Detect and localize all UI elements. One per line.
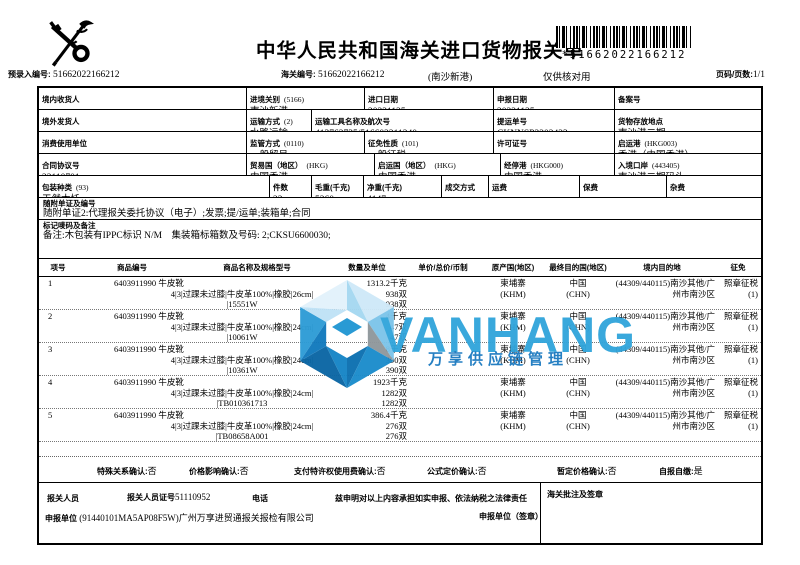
field-entry-customs: 进境关别 (5166)南沙新港 — [247, 88, 365, 109]
col-domestic-dest: 境内目的地 — [643, 263, 681, 272]
port-note: (南沙新港) — [428, 73, 473, 83]
goods-table: 项号 商品编号 商品名称及规格型号 数量及单位 单价/总价/币制 原产国(地区)… — [39, 259, 761, 457]
field-departure-country: 启运国（地区） (HKG)中国香港 — [375, 154, 501, 175]
formula-pricing-confirm: 公式定价确认:否 — [427, 466, 487, 476]
attached-documents: 随附单证及编号 随附单证2:代理报关委托协议（电子）;发票;提/运单;装箱单;合… — [39, 198, 761, 220]
field-trade-country: 贸易国（地区） (HKG)中国香港 — [247, 154, 375, 175]
price-influence-confirm: 价格影响确认:否 — [189, 466, 249, 476]
field-consignee: 境内收货人 — [39, 88, 247, 109]
info-row-d: 合同协议号22110701 贸易国（地区） (HKG)中国香港 启运国（地区） … — [39, 154, 761, 176]
col-origin-country: 原产国(地区) — [491, 263, 535, 272]
field-license-number: 许可证号 — [494, 132, 615, 153]
col-name-spec: 商品名称及规格型号 — [223, 263, 291, 272]
provisional-price-confirm: 暂定价格确认:否 — [557, 466, 617, 476]
header-meta-row: 预录入编号: 51662022166212 海关编号: 516620221662… — [0, 69, 800, 83]
field-overseas-shipper: 境外发货人 — [39, 110, 247, 131]
field-supervision-mode: 监管方式 (0110)一般贸易 — [247, 132, 365, 153]
self-declare-pay: 自报自缴:是 — [659, 466, 703, 476]
customs-notes-area: 海关批注及签章 — [540, 483, 761, 543]
barcode-number: *51662022166212 — [561, 49, 687, 61]
check-note: 仅供核对用 — [543, 73, 591, 83]
declarant-id: 报关人员证号51110952 — [127, 492, 211, 502]
customs-notes-label: 海关批注及签章 — [547, 490, 603, 499]
declarant-area: 报关人员 报关人员证号51110952 电话 兹申明对以上内容承担如实申报、依法… — [39, 483, 543, 543]
field-bl-number: 提运单号CKNNSP2202423 — [494, 110, 615, 131]
customs-number: 海关编号: 51662022166212 — [281, 70, 385, 80]
goods-row-4: 4 6403911990 牛皮靴 4|3|过踝未过膝|牛皮革100%|橡胶|24c… — [39, 376, 761, 409]
signature-section: 报关人员 报关人员证号51110952 电话 兹申明对以上内容承担如实申报、依法… — [39, 483, 761, 543]
col-item-no: 项号 — [50, 263, 66, 272]
legal-statement: 兹申明对以上内容承担如实申报、依法纳税之法律责任 — [335, 494, 527, 503]
field-levy-nature: 征免性质 (101)一般征税 — [365, 132, 494, 153]
declarant-label: 报关人员 — [47, 494, 79, 503]
col-price-currency: 单价/总价/币制 — [418, 263, 468, 272]
phone-label: 电话 — [252, 494, 268, 503]
field-packaging-type: 包装种类 (93)天然木托 — [39, 176, 270, 197]
field-freight: 运费 — [489, 176, 580, 197]
field-stopover-port: 经停港 (HKG000)中国香港 — [501, 154, 615, 175]
goods-header-row: 项号 商品编号 商品名称及规格型号 数量及单位 单价/总价/币制 原产国(地区)… — [39, 259, 761, 277]
field-net-weight: 净重(千克)4147 — [364, 176, 442, 197]
field-pieces: 件数22 — [270, 176, 312, 197]
confirmations-row: 特殊关系确认:否 价格影响确认:否 支付特许权使用费确认:否 公式定价确认:否 … — [39, 457, 761, 483]
special-relation-confirm: 特殊关系确认:否 — [97, 466, 157, 476]
goods-row-1: 1 6403911990 牛皮靴 4|3|过踝未过膝|牛皮革100%|橡胶|26c… — [39, 277, 761, 310]
customs-emblem-icon — [42, 18, 95, 73]
field-record-number: 备案号 — [618, 95, 641, 104]
agency-seal-label: 申报单位（签章） — [479, 512, 543, 521]
info-row-a: 境内收货人 进境关别 (5166)南沙新港 进口日期20221125 申报日期2… — [39, 88, 761, 110]
field-import-date: 进口日期20221125 — [365, 88, 494, 109]
goods-row-2: 2 6403911990 牛皮靴 4|3|过踝未过膝|牛皮革100%|橡胶|24c… — [39, 310, 761, 343]
field-insurance: 保费 — [580, 176, 667, 197]
field-misc-fees: 杂费 — [670, 183, 685, 192]
field-entry-port: 入境口岸 (443405)南沙港二期码头 — [618, 161, 685, 175]
royalty-fee-confirm: 支付特许权使用费确认:否 — [294, 466, 386, 476]
col-dest-country: 最终目的国(地区) — [549, 263, 607, 272]
pre-entry-number: 预录入编号: 51662022166212 — [8, 70, 120, 80]
barcode-icon — [556, 26, 692, 48]
page-number: 页码/页数:1/1 — [716, 70, 766, 80]
field-contract-number: 合同协议号22110701 — [39, 154, 247, 175]
field-gross-weight: 毛重(千克)5260 — [312, 176, 364, 197]
info-row-b: 境外发货人 运输方式 (2)水路运输 运输工具名称及航次号413762735/5… — [39, 110, 761, 132]
marks-remarks: 标记唛码及备注 备注:木包装有IPPC标识 N/M 集装箱标箱数及号码: 2;C… — [39, 220, 761, 259]
info-row-e: 包装种类 (93)天然木托 件数22 毛重(千克)5260 净重(千克)4147… — [39, 176, 761, 198]
page-title: 中华人民共和国海关进口货物报关单 — [256, 40, 585, 62]
goods-row-5: 5 6403911990 牛皮靴 4|3|过踝未过膝|牛皮革100%|橡胶|24c… — [39, 409, 761, 442]
col-commodity-code: 商品编号 — [117, 263, 147, 272]
field-consumer-unit: 消费使用单位 — [39, 132, 247, 153]
col-levy-exempt: 征免 — [730, 263, 746, 272]
info-row-c: 消费使用单位 监管方式 (0110)一般贸易 征免性质 (101)一般征税 许可… — [39, 132, 761, 154]
field-departure-port: 启运港 (HKG003)香港（中国香港） — [618, 139, 694, 153]
field-transport-tool: 运输工具名称及航次号413762735/516602211240 — [312, 110, 494, 131]
col-qty-unit: 数量及单位 — [348, 263, 386, 272]
goods-spacer — [39, 442, 761, 457]
declaring-agency: 申报单位 (91440101MA5AP08F5W)广州万享进贸通报关报检有限公司 — [45, 513, 314, 523]
field-declare-date: 申报日期20221125 — [494, 88, 615, 109]
goods-row-3: 3 6403911990 牛皮靴 4|3|过踝未过膝|牛皮革100%|橡胶|24c… — [39, 343, 761, 376]
declaration-table: 境内收货人 进境关别 (5166)南沙新港 进口日期20221125 申报日期2… — [37, 86, 763, 545]
field-storage-place: 货物存放地点南沙港二期 — [618, 117, 666, 131]
field-transport-mode: 运输方式 (2)水路运输 — [247, 110, 312, 131]
field-transaction-mode: 成交方式 (1)CIF — [442, 176, 489, 197]
